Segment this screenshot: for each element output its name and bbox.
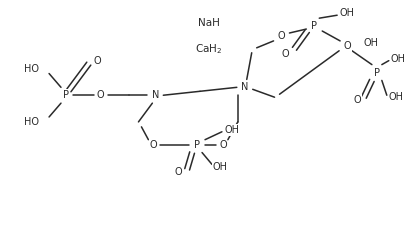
Text: O: O: [175, 167, 182, 177]
Text: O: O: [282, 49, 289, 59]
Text: HO: HO: [24, 117, 39, 127]
Text: N: N: [152, 90, 159, 100]
Text: P: P: [311, 21, 317, 31]
Text: NaH: NaH: [198, 18, 219, 28]
Text: HO: HO: [24, 64, 39, 74]
Text: OH: OH: [339, 8, 354, 18]
Text: O: O: [343, 41, 351, 51]
Text: O: O: [353, 95, 361, 105]
Text: P: P: [63, 90, 69, 100]
Text: O: O: [150, 140, 157, 150]
Text: CaH$_2$: CaH$_2$: [195, 42, 222, 56]
Text: O: O: [97, 90, 105, 100]
Text: P: P: [374, 68, 380, 77]
Text: O: O: [219, 140, 227, 150]
Text: O: O: [278, 31, 285, 41]
Text: O: O: [94, 56, 101, 66]
Text: OH: OH: [364, 38, 379, 48]
Text: N: N: [241, 82, 249, 92]
Text: OH: OH: [389, 92, 404, 102]
Text: OH: OH: [225, 125, 240, 135]
Text: P: P: [194, 140, 200, 150]
Text: OH: OH: [213, 162, 228, 172]
Text: OH: OH: [391, 54, 406, 64]
